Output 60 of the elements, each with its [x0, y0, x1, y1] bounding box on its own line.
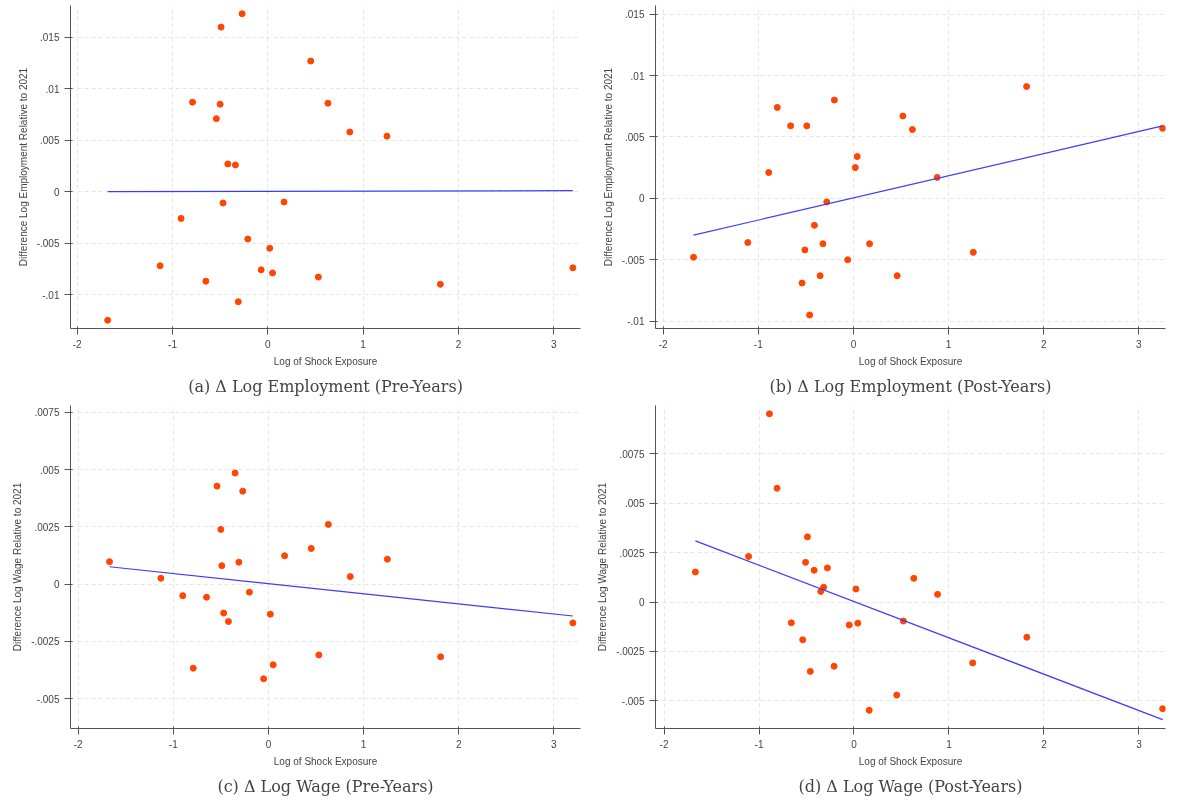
- y-tick-label: -.0025: [616, 646, 645, 658]
- y-tick-label: -.005: [36, 693, 60, 705]
- y-tick-label: 0: [53, 579, 60, 591]
- y-tick-label: .005: [40, 135, 60, 147]
- y-tick-label: 0: [638, 193, 645, 205]
- x-tick-label: 1: [360, 738, 367, 750]
- x-axis-title: Log of Shock Exposure: [273, 355, 378, 367]
- y-tick-label: .005: [625, 131, 645, 143]
- x-tick-label: 3: [1136, 738, 1143, 750]
- x-axis-title: Log of Shock Exposure: [858, 755, 963, 767]
- x-tick-label: 0: [850, 338, 857, 350]
- x-tick-label: 2: [455, 738, 462, 750]
- y-tick-label: .005: [40, 464, 60, 476]
- x-tick-label: -1: [754, 738, 764, 750]
- y-tick-label: .0025: [619, 547, 645, 559]
- x-tick-label: 2: [455, 338, 462, 350]
- x-tick-label: 2: [1041, 738, 1048, 750]
- y-tick-label: -.0025: [31, 636, 60, 648]
- y-tick-label: .015: [40, 32, 60, 44]
- x-tick-label: 2: [1040, 338, 1047, 350]
- x-tick-label: 1: [946, 738, 953, 750]
- y-tick-label: .01: [630, 70, 645, 82]
- x-tick-label: 3: [1136, 338, 1143, 350]
- y-tick-label: .01: [45, 83, 60, 95]
- y-tick-label: 0: [53, 186, 60, 198]
- y-tick-label: -.01: [627, 316, 645, 328]
- x-tick-label: 3: [551, 338, 558, 350]
- x-tick-label: 0: [265, 738, 272, 750]
- text: (b) Δ Log Employment (Post-Years): [769, 376, 1052, 396]
- x-tick-label: -1: [168, 738, 179, 750]
- x-tick-label: 1: [360, 338, 367, 350]
- y-tick-label: -.005: [36, 238, 60, 250]
- y-tick-label: .015: [625, 9, 645, 21]
- x-tick-label: 0: [265, 338, 272, 350]
- y-tick-label: -.01: [42, 289, 60, 301]
- x-tick-label: 3: [551, 738, 558, 750]
- y-axis-title: Difference Log Employment Relative to 2021: [602, 67, 614, 267]
- x-tick-label: -1: [753, 338, 764, 350]
- y-tick-label: .0025: [34, 521, 60, 533]
- y-tick-label: 0: [638, 597, 645, 609]
- y-axis-title: Difference Log Wage Relative to 2021: [597, 482, 609, 652]
- text: (c) Δ Log Wage (Pre-Years): [217, 776, 434, 796]
- text: (a) Δ Log Employment (Pre-Years): [188, 376, 463, 396]
- x-axis-title: Log of Shock Exposure: [273, 755, 378, 767]
- y-tick-label: .005: [625, 498, 645, 510]
- x-tick-label: -2: [72, 338, 83, 350]
- y-tick-label: .0075: [34, 407, 60, 419]
- x-tick-label: -1: [168, 338, 178, 350]
- y-axis-title: Difference Log Employment Relative to 2021: [17, 67, 29, 267]
- x-tick-label: -2: [659, 738, 669, 750]
- x-tick-label: -2: [73, 738, 83, 750]
- y-tick-label: -.005: [621, 254, 645, 266]
- x-tick-label: -2: [658, 338, 668, 350]
- x-tick-label: 0: [851, 738, 858, 750]
- y-axis-title: Difference Log Wage Relative to 2021: [12, 482, 24, 652]
- y-tick-label: -.005: [621, 695, 645, 707]
- x-tick-label: 1: [945, 338, 952, 350]
- x-axis-title: Log of Shock Exposure: [858, 355, 963, 367]
- y-tick-label: .0075: [619, 448, 645, 460]
- text: (d) Δ Log Wage (Post-Years): [798, 776, 1023, 796]
